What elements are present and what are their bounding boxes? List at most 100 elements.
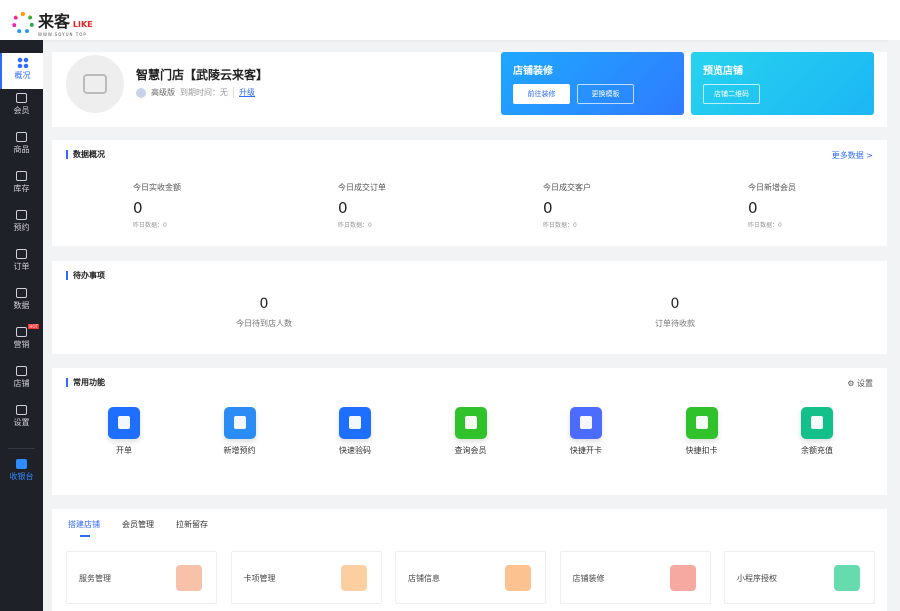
section-title: 数据概况: [66, 150, 105, 159]
sidebar-item-7[interactable]: 营销 HOT: [0, 323, 43, 359]
sidebar-item-1[interactable]: 会员: [0, 89, 43, 125]
sidebar-item-label: 设置: [13, 418, 30, 427]
logo-text: 来客: [38, 12, 71, 31]
guide-tab-2[interactable]: 拉新留存: [176, 520, 208, 529]
stat-label: 今日成交订单: [338, 183, 386, 192]
change-template-button[interactable]: 更换模板: [577, 84, 634, 104]
guide-tab-1[interactable]: 会员管理: [122, 520, 154, 529]
function-2[interactable]: 快速验码: [325, 407, 385, 456]
sidebar-item-label: 商品: [13, 145, 30, 154]
stat-label: 今日新增会员: [748, 183, 796, 192]
stat-value: 0: [543, 199, 553, 217]
logo-like: LIKE: [72, 20, 93, 29]
function-5[interactable]: 快捷扣卡: [672, 407, 732, 456]
store-card: 智慧门店【武陵云来客】 高级版 到期时间：无 升级 店铺装修 前往装修 更换模板…: [52, 52, 887, 127]
sidebar-item-4[interactable]: 预约: [0, 206, 43, 242]
upgrade-link[interactable]: 升级: [233, 87, 255, 98]
sidebar-item-label: 营销: [13, 340, 30, 349]
guide-tile[interactable]: 店铺装修: [559, 551, 711, 604]
tile-label: 小程序授权: [737, 574, 777, 583]
function-1[interactable]: 新增预约: [210, 407, 270, 456]
grid-icon: [16, 57, 29, 68]
stat-yesterday: 昨日数据：0: [133, 222, 167, 229]
go-decorate-button[interactable]: 前往装修: [513, 84, 570, 104]
function-label: 快速验码: [339, 446, 371, 455]
function-4[interactable]: 快捷开卡: [556, 407, 616, 456]
sidebar-divider: [8, 448, 35, 449]
sidebar-item-5[interactable]: 订单: [0, 245, 43, 281]
common-functions-card: 常用功能 ⚙ 设置 开单 新增预约 快速验码 查询会员 快捷开卡 快捷扣卡 余额充值: [52, 368, 887, 495]
tile-label: 店铺装修: [572, 574, 605, 583]
banner-decorate: 店铺装修 前往装修 更换模板: [501, 52, 684, 115]
guide-tile[interactable]: 小程序授权: [724, 551, 875, 604]
gear-icon: [16, 405, 27, 415]
function-icon: [339, 407, 371, 439]
function-label: 查询会员: [454, 446, 487, 455]
stat-yesterday: 昨日数据：0: [543, 222, 577, 229]
function-0[interactable]: 开单: [94, 407, 154, 456]
todo-label: 今日待到店人数: [236, 319, 292, 328]
todo-card: 待办事项 0 今日待到店人数 0 订单待收款: [52, 261, 887, 354]
sidebar-item-label: 店铺: [13, 379, 30, 388]
function-icon: [108, 407, 140, 439]
function-label: 开单: [116, 446, 132, 455]
clipboard-icon: [16, 249, 27, 259]
tile-illustration-icon: [176, 565, 202, 591]
data-overview-card: 数据概况 更多数据 > 今日实收金额 0 昨日数据：0 今日成交订单 0 昨日数据：0 今日…: [52, 140, 887, 246]
stat-yesterday: 昨日数据：0: [748, 222, 782, 229]
chart-icon: [16, 288, 27, 298]
logo-url: WWW.SOYUN.TOP: [38, 32, 87, 37]
gear-icon: ⚙: [847, 379, 857, 388]
stat-item: 今日实收金额 0 昨日数据：0: [133, 182, 283, 229]
function-settings-button[interactable]: ⚙ 设置: [847, 378, 873, 389]
sidebar-item-label: 订单: [13, 262, 30, 271]
function-icon: [454, 407, 487, 439]
todo-label: 订单待收款: [655, 319, 695, 328]
sidebar-item-2[interactable]: 商品: [0, 128, 43, 164]
sidebar-item-9[interactable]: 设置: [0, 401, 43, 437]
guide-tile[interactable]: 店铺信息: [395, 551, 546, 604]
banner-title: 预览店铺: [703, 66, 743, 77]
sidebar-item-8[interactable]: 店铺: [0, 362, 43, 398]
stat-label: 今日成交客户: [543, 183, 591, 192]
sidebar-item-label: 数据: [13, 301, 30, 310]
banner-preview: 预览店铺 店铺二维码: [691, 52, 874, 115]
function-label: 新增预约: [223, 446, 256, 455]
tile-illustration-icon: [505, 565, 531, 591]
store-name: 智慧门店【武陵云来客】: [136, 68, 269, 82]
guide-tab-0[interactable]: 搭建店铺: [68, 520, 100, 537]
sidebar-item-0[interactable]: 概况: [0, 53, 43, 89]
section-title: 常用功能: [66, 378, 105, 387]
scrollbar[interactable]: [888, 40, 900, 611]
hot-badge: HOT: [28, 324, 39, 329]
function-3[interactable]: 查询会员: [441, 407, 501, 456]
guide-tile[interactable]: 卡项管理: [230, 551, 382, 604]
box-icon: [16, 132, 27, 142]
guide-card: 搭建店铺 会员管理 拉新留存 服务管理 卡项管理 店铺信息 店铺装修 小程序授权: [52, 509, 887, 611]
store-qrcode-button[interactable]: 店铺二维码: [703, 84, 760, 104]
stat-value: 0: [748, 199, 758, 217]
stat-item: 今日成交客户 0 昨日数据：0: [543, 182, 693, 229]
expire-time: 到期时间：无: [180, 88, 228, 97]
sidebar-item-3[interactable]: 库存: [0, 167, 43, 203]
logo[interactable]: 来客 LIKE WWW.SOYUN.TOP: [12, 8, 93, 37]
sidebar-item-label: 概况: [14, 71, 31, 80]
function-6[interactable]: 余额充值: [787, 407, 847, 456]
stat-item: 今日成交订单 0 昨日数据：0: [338, 182, 488, 229]
function-icon: [570, 407, 602, 439]
sidebar-item-6[interactable]: 数据: [0, 284, 43, 320]
todo-value: 0: [670, 296, 680, 312]
stat-value: 0: [133, 199, 143, 217]
sidebar: 收银台 概况会员商品库存 预约订单数据营销 HOT 店铺设置: [0, 40, 43, 611]
edition-label: 高级版: [151, 88, 175, 97]
todo-item[interactable]: 0 订单待收款: [575, 296, 775, 329]
store-avatar: [66, 55, 124, 113]
function-label: 快捷扣卡: [685, 446, 718, 455]
logo-icon: [12, 11, 34, 34]
guide-tile[interactable]: 服务管理: [66, 551, 217, 604]
sidebar-item-label: 收银台: [9, 472, 34, 481]
todo-item[interactable]: 0 今日待到店人数: [164, 296, 364, 329]
top-header: 来客 LIKE WWW.SOYUN.TOP: [0, 0, 900, 40]
sidebar-item-cashier[interactable]: 收银台: [0, 455, 43, 491]
more-data-link[interactable]: 更多数据 >: [831, 151, 873, 160]
